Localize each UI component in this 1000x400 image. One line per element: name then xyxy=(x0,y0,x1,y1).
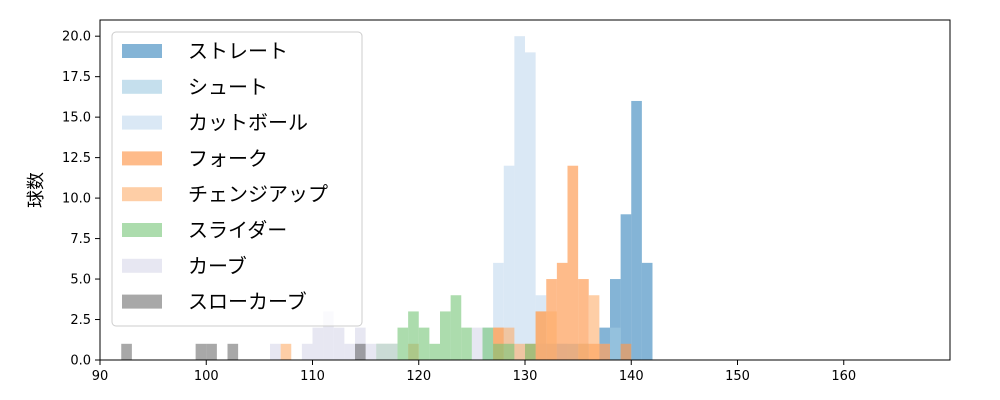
bar-5-4 xyxy=(418,327,430,360)
y-tick-label: 5.0 xyxy=(70,273,91,288)
y-tick-label: 7.5 xyxy=(70,232,91,247)
bar-2-3 xyxy=(514,36,525,360)
y-tick-label: 15.0 xyxy=(62,111,91,126)
bar-5-8 xyxy=(461,327,472,360)
legend-label-0: ストレート xyxy=(188,39,288,63)
bar-4-4 xyxy=(514,343,525,360)
bar-0-2 xyxy=(620,214,632,360)
bar-4-7 xyxy=(578,343,589,360)
x-axis: 90 100 110 120 130 140 150 160 xyxy=(92,360,856,384)
bar-3-6 xyxy=(578,279,589,360)
bar-5-2 xyxy=(397,327,409,360)
bar-0-4 xyxy=(641,262,653,360)
bar-6-3 xyxy=(323,311,334,360)
legend-swatch-7 xyxy=(122,294,162,309)
y-tick-label: 20.0 xyxy=(62,30,91,45)
bar-5-7 xyxy=(450,295,462,360)
y-axis: 0.0 2.5 5.0 7.5 10.0 12.5 15.0 17.5 20.0 xyxy=(62,30,100,369)
legend-swatch-0 xyxy=(122,44,162,58)
bar-3-5 xyxy=(567,165,579,360)
bar-5-3 xyxy=(408,311,419,360)
bar-4-8 xyxy=(588,295,600,360)
bar-0-3 xyxy=(631,100,642,360)
bar-4-5 xyxy=(535,311,547,360)
bar-2-2 xyxy=(503,165,515,360)
x-tick-label: 90 xyxy=(92,369,109,384)
bar-7-1 xyxy=(195,343,207,360)
x-tick-label: 140 xyxy=(619,369,644,384)
x-tick-label: 100 xyxy=(194,369,219,384)
histogram-bars xyxy=(121,36,653,360)
legend-swatch-4 xyxy=(122,187,162,202)
y-tick-label: 2.5 xyxy=(70,313,91,328)
bar-6-8 xyxy=(376,343,387,360)
bar-5-5 xyxy=(429,343,440,360)
bar-7-0 xyxy=(121,343,132,360)
legend-label-1: シュート xyxy=(188,75,268,99)
bar-2-4 xyxy=(525,52,536,360)
bar-7-4 xyxy=(355,343,366,360)
bar-6-1 xyxy=(301,343,313,360)
legend-label-7: スローカーブ xyxy=(188,290,307,314)
bar-4-0 xyxy=(280,343,292,360)
bar-3-8 xyxy=(599,343,610,360)
y-axis-label: 球数 xyxy=(26,172,47,208)
bar-5-10 xyxy=(493,343,504,360)
legend-label-4: チェンジアップ xyxy=(188,182,328,206)
y-tick-label: 17.5 xyxy=(62,70,91,85)
legend-swatch-1 xyxy=(122,79,162,94)
bar-6-10 xyxy=(471,327,483,360)
legend-swatch-5 xyxy=(122,223,162,237)
bar-6-4 xyxy=(333,327,345,360)
bar-2-1 xyxy=(493,262,504,360)
bar-5-11 xyxy=(503,343,515,360)
bar-6-7 xyxy=(365,343,377,360)
x-tick-label: 110 xyxy=(300,369,325,384)
legend-label-2: カットボール xyxy=(188,111,308,135)
legend-label-6: カーブ xyxy=(188,254,247,278)
bar-6-0 xyxy=(270,343,281,360)
bar-6-5 xyxy=(344,343,355,360)
y-tick-label: 0.0 xyxy=(70,354,91,369)
bar-7-3 xyxy=(227,343,239,360)
bar-4-6 xyxy=(546,311,557,360)
bar-3-9 xyxy=(620,343,632,360)
x-tick-label: 120 xyxy=(406,369,431,384)
bar-5-12 xyxy=(525,343,536,360)
bar-3-4 xyxy=(556,262,568,360)
y-tick-label: 12.5 xyxy=(62,151,91,166)
legend-box xyxy=(111,31,363,327)
bar-7-2 xyxy=(206,343,217,360)
bar-6-9 xyxy=(386,343,398,360)
bar-0-1 xyxy=(610,279,621,360)
bar-1-5 xyxy=(610,327,621,360)
x-tick-label: 150 xyxy=(725,369,750,384)
legend-swatch-6 xyxy=(122,258,162,273)
bar-5-6 xyxy=(440,311,451,360)
legend-swatch-2 xyxy=(122,115,162,130)
y-tick-label: 10.0 xyxy=(62,192,91,207)
bar-6-2 xyxy=(312,327,324,360)
bar-5-9 xyxy=(482,327,494,360)
x-tick-label: 130 xyxy=(513,369,538,384)
x-tick-label: 160 xyxy=(831,369,856,384)
legend-swatch-3 xyxy=(122,151,162,166)
legend-label-5: スライダー xyxy=(188,218,287,242)
legend-label-3: フォーク xyxy=(188,146,268,170)
